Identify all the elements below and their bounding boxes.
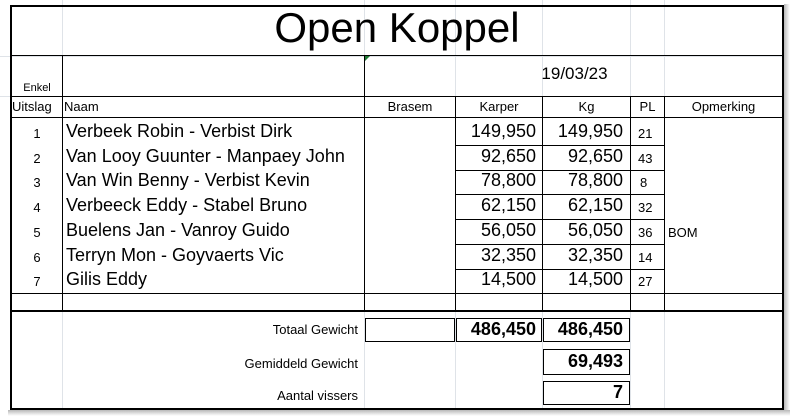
box-line: [543, 381, 630, 382]
row-pl: 32: [638, 200, 653, 215]
box-line: [456, 341, 542, 342]
border-left: [10, 5, 12, 410]
row-kg: 32,350: [567, 245, 623, 265]
row-naam: Van Looy Guunter - Manpaey John: [66, 146, 345, 166]
header-brasem: Brasem: [387, 99, 433, 114]
row-naam: Verbeeck Eddy - Stabel Bruno: [66, 195, 308, 215]
header-naam: Naam: [64, 99, 99, 114]
col-line-kg: [542, 96, 543, 310]
row-pl: 14: [638, 250, 653, 265]
header-opmerking: Opmerking: [691, 99, 756, 114]
sheet-shadow-right: [784, 4, 790, 412]
header-uitslag: Uitslag: [12, 99, 52, 114]
row-uitslag: 1: [33, 126, 41, 141]
row-line: [455, 170, 665, 171]
header-pl: PL: [639, 99, 656, 114]
aantal-vissers-label: Aantal vissers: [277, 388, 358, 403]
box-line: [629, 381, 630, 405]
row-kg: 92,650: [567, 146, 623, 166]
row-pl: 43: [638, 151, 653, 166]
row-kg: 62,150: [567, 195, 623, 215]
row-kg: 78,800: [567, 170, 623, 190]
row-karper: 78,800: [480, 170, 536, 190]
aantal-vissers-value: 7: [612, 382, 623, 402]
row-karper: 56,050: [480, 220, 536, 240]
col-line-brasem: [364, 55, 365, 310]
row-line: [455, 244, 665, 245]
gemiddeld-gewicht-value: 69,493: [567, 351, 623, 371]
row-karper: 32,350: [480, 245, 536, 265]
box-line: [629, 349, 630, 375]
row-karper: 62,150: [480, 195, 536, 215]
col-line-opmerking: [664, 96, 665, 310]
totaal-kg-value: 486,450: [557, 319, 623, 339]
border-bottom: [10, 408, 784, 410]
row-line: [455, 194, 665, 195]
box-line: [543, 404, 630, 405]
header-top-line: [10, 96, 784, 97]
totaal-karper-value: 486,450: [470, 319, 536, 339]
row-kg: 56,050: [567, 220, 623, 240]
cell-comment-marker: [364, 56, 370, 62]
row-pl: 36: [638, 225, 653, 240]
table-bottom-line: [10, 310, 784, 312]
row-uitslag: 6: [33, 250, 41, 265]
row-kg: 149,950: [557, 121, 623, 141]
box-line: [365, 318, 366, 342]
row-kg: 14,500: [567, 269, 623, 289]
page-title: Open Koppel: [274, 4, 520, 51]
border-right: [782, 5, 784, 410]
col-line-pl: [630, 96, 631, 310]
row-naam: Terryn Mon - Goyvaerts Vic: [66, 245, 284, 265]
totaal-gewicht-label: Totaal Gewicht: [272, 322, 358, 337]
row-naam: Gilis Eddy: [66, 269, 148, 289]
border-top: [10, 5, 784, 7]
header-enkel: Enkel: [23, 82, 51, 94]
row-pl: 21: [638, 126, 653, 141]
row-uitslag: 4: [33, 200, 41, 215]
row-line: [455, 219, 665, 220]
header-karper: Karper: [479, 99, 519, 114]
row-naam: Verbeek Robin - Verbist Dirk: [66, 121, 293, 141]
date-label: 19/03/23: [541, 64, 608, 83]
box-line: [543, 374, 630, 375]
row-uitslag: 2: [33, 151, 41, 166]
box-line: [543, 341, 630, 342]
row-karper: 14,500: [480, 269, 536, 289]
row-uitslag: 7: [33, 274, 41, 289]
box-line: [543, 318, 544, 342]
header-bottom-line: [10, 117, 784, 118]
box-line: [543, 318, 630, 319]
box-line: [456, 318, 542, 319]
row-pl: 27: [638, 274, 653, 289]
header-kg: Kg: [578, 99, 595, 114]
row-naam: Van Win Benny - Verbist Kevin: [66, 170, 310, 190]
box-line: [543, 349, 544, 375]
grid-line: [0, 56, 784, 57]
col-line-naam: [62, 55, 63, 310]
row-line: [455, 145, 665, 146]
row-uitslag: 5: [33, 225, 41, 240]
row-pl: 8: [640, 175, 648, 190]
row-naam: Buelens Jan - Vanroy Guido: [66, 220, 290, 240]
box-line: [456, 318, 457, 342]
box-line: [365, 318, 454, 319]
row-karper: 149,950: [470, 121, 536, 141]
box-line: [543, 349, 630, 350]
box-line: [541, 318, 542, 342]
row-line-last: [10, 293, 784, 294]
gemiddeld-gewicht-label: Gemiddeld Gewicht: [244, 356, 358, 371]
row-line: [455, 269, 665, 270]
row-karper: 92,650: [480, 146, 536, 166]
title-underline: [10, 55, 784, 56]
sheet-shadow-bottom: [8, 410, 790, 416]
box-line: [629, 318, 630, 342]
row-uitslag: 3: [33, 175, 41, 190]
box-line: [365, 341, 454, 342]
row-opmerking: BOM: [668, 225, 698, 240]
box-line: [454, 318, 455, 342]
col-line-karper: [455, 96, 456, 310]
box-line: [543, 381, 544, 405]
